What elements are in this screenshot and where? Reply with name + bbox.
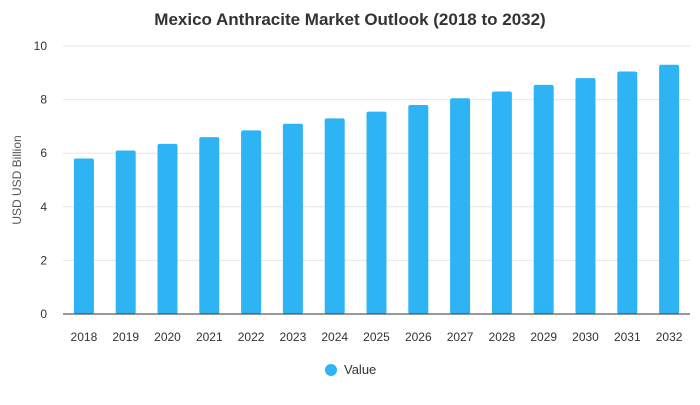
y-tick-label-8: 8 — [40, 93, 47, 107]
x-tick-label-2029: 2029 — [530, 330, 557, 344]
x-tick-label-2032: 2032 — [656, 330, 683, 344]
bar-2018 — [73, 158, 94, 314]
bar-2031 — [617, 71, 638, 315]
bar-2020 — [157, 143, 178, 314]
x-tick-label-2024: 2024 — [321, 330, 348, 344]
bar-2025 — [366, 111, 387, 314]
x-tick-label-2025: 2025 — [363, 330, 390, 344]
x-tick-label-2018: 2018 — [71, 330, 98, 344]
x-tick-label-2028: 2028 — [489, 330, 516, 344]
bar-2029 — [533, 84, 554, 314]
axes: 0 2 4 6 8 10 2018 2019 2020 2021 2022 2023 2024 2025 2… — [34, 39, 690, 344]
x-tick-label-2026: 2026 — [405, 330, 432, 344]
y-tick-label-4: 4 — [40, 200, 47, 214]
bars — [73, 64, 680, 315]
bar-2023 — [282, 123, 303, 314]
bar-2032 — [659, 64, 680, 314]
bar-2026 — [408, 104, 429, 315]
bar-2022 — [241, 130, 262, 314]
chart-title: Mexico Anthracite Market Outlook (2018 t… — [154, 10, 545, 29]
legend-label-value: Value — [344, 362, 376, 377]
bar-2024 — [324, 118, 345, 314]
bar-2021 — [199, 137, 220, 314]
bar-2019 — [115, 150, 136, 314]
x-tick-label-2022: 2022 — [238, 330, 265, 344]
y-tick-label-6: 6 — [40, 146, 47, 160]
x-tick-label-2027: 2027 — [447, 330, 474, 344]
legend-swatch-value — [325, 364, 337, 376]
y-tick-label-2: 2 — [40, 253, 47, 267]
y-axis-label: USD USD Billion — [10, 135, 24, 224]
bar-2028 — [491, 91, 512, 314]
bar-2030 — [575, 78, 596, 314]
x-tick-label-2019: 2019 — [112, 330, 139, 344]
x-tick-label-2020: 2020 — [154, 330, 181, 344]
x-tick-label-2023: 2023 — [280, 330, 307, 344]
x-tick-label-2021: 2021 — [196, 330, 223, 344]
bar-2027 — [450, 98, 471, 314]
y-tick-label-10: 10 — [34, 39, 48, 53]
x-tick-label-2030: 2030 — [572, 330, 599, 344]
y-tick-label-0: 0 — [40, 307, 47, 321]
x-tick-label-2031: 2031 — [614, 330, 641, 344]
legend: Value — [325, 362, 376, 377]
